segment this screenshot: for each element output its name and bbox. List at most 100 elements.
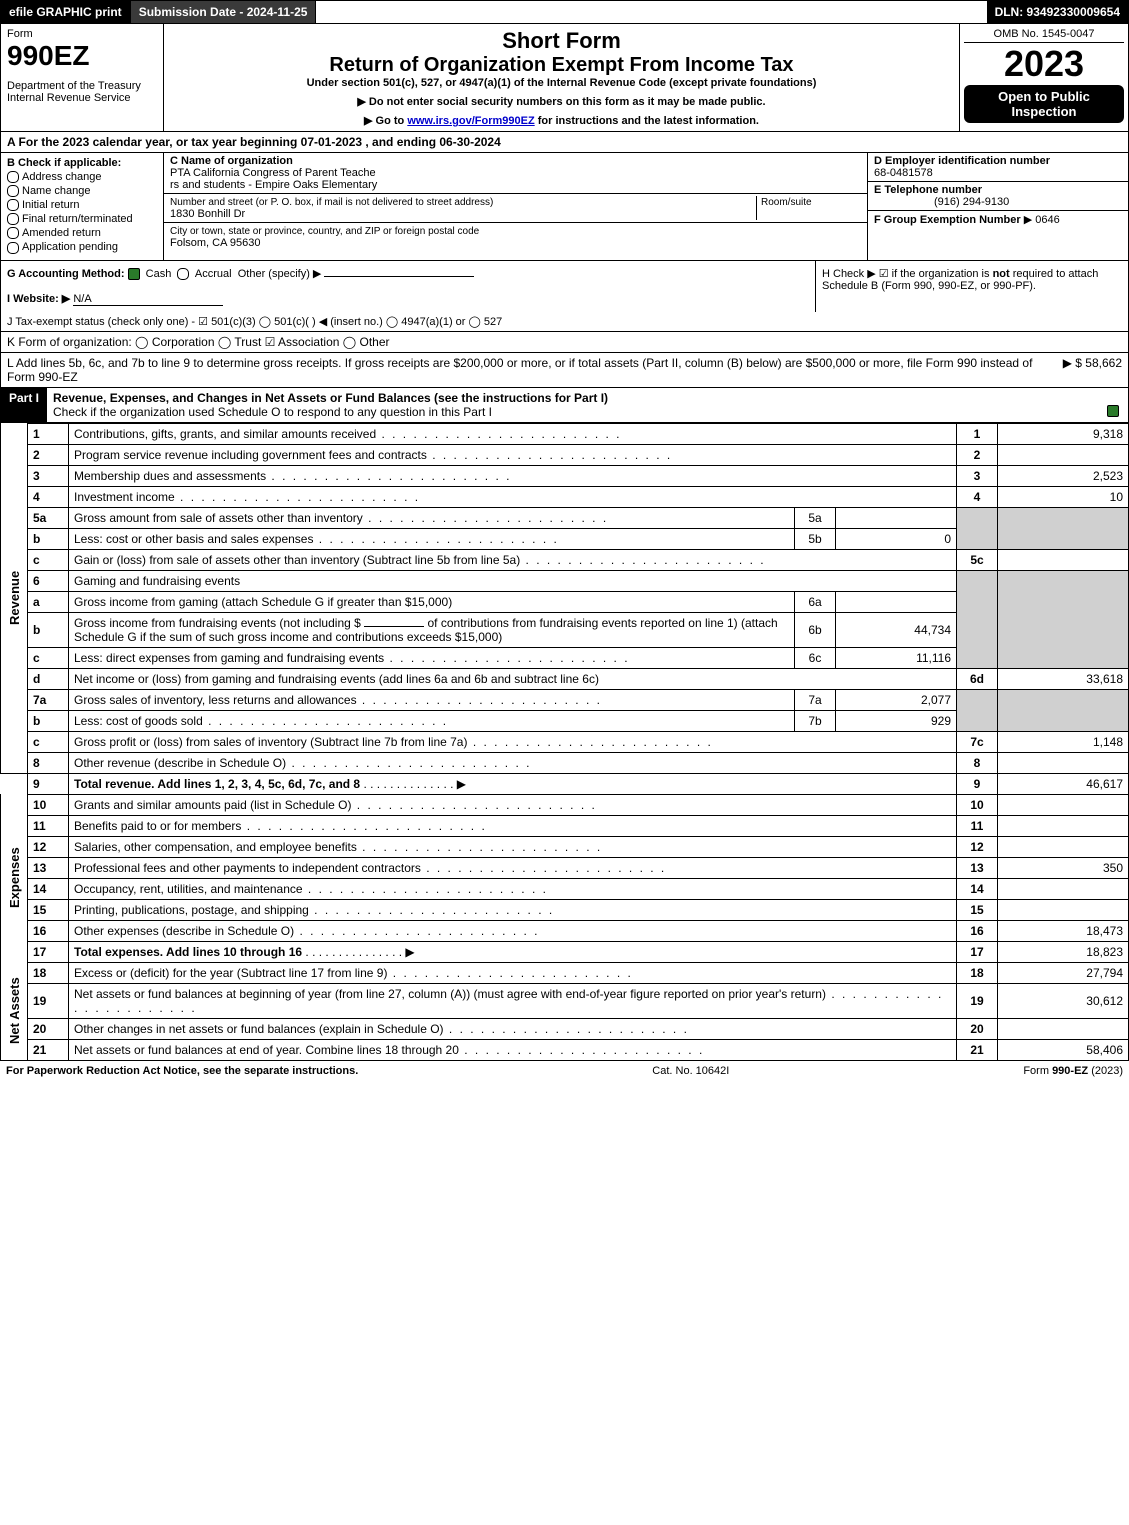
line-6d-amount: 33,618: [998, 668, 1129, 689]
line-17-amount: 18,823: [998, 941, 1129, 962]
main-title: Return of Organization Exempt From Incom…: [168, 54, 955, 77]
line-15-amount: [998, 899, 1129, 920]
row-g: G Accounting Method: Cash Accrual Other …: [1, 261, 815, 312]
form-header: Form 990EZ Department of the Treasury In…: [0, 24, 1129, 132]
line-10-amount: [998, 794, 1129, 815]
irs-link[interactable]: www.irs.gov/Form990EZ: [407, 115, 534, 127]
netassets-side-label: Net Assets: [1, 962, 28, 1060]
check-application-pending[interactable]: Application pending: [7, 241, 157, 253]
check-address-change[interactable]: Address change: [7, 171, 157, 183]
ein-value: 68-0481578: [874, 167, 933, 179]
box-c-label: C Name of organization: [170, 155, 293, 167]
open-public-badge: Open to Public Inspection: [964, 85, 1124, 123]
row-h: H Check ▶ ☑ if the organization is not r…: [815, 261, 1128, 312]
line-16-amount: 18,473: [998, 920, 1129, 941]
line-5c-amount: [998, 549, 1129, 570]
instr-ssn: ▶ Do not enter social security numbers o…: [168, 95, 955, 108]
header-left: Form 990EZ Department of the Treasury In…: [1, 24, 164, 131]
line-6a-subval: [836, 591, 957, 612]
check-name-change[interactable]: Name change: [7, 185, 157, 197]
part-i-label: Part I: [1, 388, 47, 422]
line-1-amount: 9,318: [998, 423, 1129, 444]
tax-year: 2023: [964, 43, 1124, 85]
line-11-amount: [998, 815, 1129, 836]
box-d-label: D Employer identification number: [874, 155, 1050, 167]
line-12-amount: [998, 836, 1129, 857]
city-label: City or town, state or province, country…: [170, 226, 479, 237]
org-name-1: PTA California Congress of Parent Teache: [170, 167, 376, 179]
line-13-amount: 350: [998, 857, 1129, 878]
row-l-amount: ▶ $ 58,662: [1063, 356, 1122, 384]
box-de: D Employer identification number 68-0481…: [868, 153, 1128, 260]
header-right: OMB No. 1545-0047 2023 Open to Public In…: [960, 24, 1128, 131]
line-a-section: A For the 2023 calendar year, or tax yea…: [0, 132, 1129, 153]
submission-date: Submission Date - 2024-11-25: [131, 1, 317, 23]
line-8-amount: [998, 752, 1129, 773]
subtitle: Under section 501(c), 527, or 4947(a)(1)…: [168, 77, 955, 89]
row-k: K Form of organization: ◯ Corporation ◯ …: [0, 332, 1129, 353]
line-19-amount: 30,612: [998, 983, 1129, 1018]
row-i-label: I Website: ▶: [7, 293, 70, 305]
line-20-amount: [998, 1018, 1129, 1039]
instr-goto: ▶ Go to www.irs.gov/Form990EZ for instru…: [168, 114, 955, 127]
line-6b-subval: 44,734: [836, 612, 957, 647]
box-e-label: E Telephone number: [874, 184, 982, 196]
part-i-schedule-o-checkbox[interactable]: [1107, 405, 1119, 417]
row-l: L Add lines 5b, 6c, and 7b to line 9 to …: [0, 353, 1129, 388]
check-accrual[interactable]: [177, 268, 189, 280]
topbar: efile GRAPHIC print Submission Date - 20…: [0, 0, 1129, 24]
form-word: Form: [7, 28, 157, 40]
revenue-side-label: Revenue: [1, 423, 28, 773]
check-final-return[interactable]: Final return/terminated: [7, 213, 157, 225]
dept-label: Department of the Treasury Internal Reve…: [7, 80, 157, 104]
check-amended-return[interactable]: Amended return: [7, 227, 157, 239]
room-label: Room/suite: [761, 197, 812, 208]
box-c: C Name of organization PTA California Co…: [164, 153, 868, 260]
street-label: Number and street (or P. O. box, if mail…: [170, 197, 493, 208]
line-5a-subval: [836, 507, 957, 528]
line-18-amount: 27,794: [998, 962, 1129, 983]
footer-left: For Paperwork Reduction Act Notice, see …: [6, 1065, 358, 1077]
website-value: N/A: [73, 293, 223, 306]
line-a: A For the 2023 calendar year, or tax yea…: [1, 132, 1128, 152]
check-cash[interactable]: [128, 268, 140, 280]
part-i-title: Revenue, Expenses, and Changes in Net As…: [53, 391, 608, 405]
org-name-2: rs and students - Empire Oaks Elementary: [170, 179, 377, 191]
row-gh: G Accounting Method: Cash Accrual Other …: [0, 261, 1129, 312]
row-j: J Tax-exempt status (check only one) - ☑…: [0, 312, 1129, 332]
footer-center: Cat. No. 10642I: [652, 1065, 729, 1077]
line-6b-blank[interactable]: [364, 626, 424, 627]
lines-table: Revenue 1 Contributions, gifts, grants, …: [0, 423, 1129, 1061]
line-3-amount: 2,523: [998, 465, 1129, 486]
line-7c-amount: 1,148: [998, 731, 1129, 752]
line-14-amount: [998, 878, 1129, 899]
part-i-header: Part I Revenue, Expenses, and Changes in…: [0, 388, 1129, 423]
check-initial-return[interactable]: Initial return: [7, 199, 157, 211]
street-value: 1830 Bonhill Dr: [170, 208, 245, 220]
line-7a-subval: 2,077: [836, 689, 957, 710]
phone-value: (916) 294-9130: [874, 196, 1009, 208]
form-number: 990EZ: [7, 40, 157, 72]
short-form-title: Short Form: [168, 28, 955, 54]
footer-right: Form 990-EZ (2023): [1023, 1065, 1123, 1077]
other-specify-input[interactable]: [324, 276, 474, 277]
line-9-amount: 46,617: [998, 773, 1129, 794]
line-4-amount: 10: [998, 486, 1129, 507]
part-i-check-text: Check if the organization used Schedule …: [53, 405, 492, 419]
omb-number: OMB No. 1545-0047: [964, 28, 1124, 43]
line-6c-subval: 11,116: [836, 647, 957, 668]
box-b-label: B Check if applicable:: [7, 157, 121, 169]
row-l-text: L Add lines 5b, 6c, and 7b to line 9 to …: [7, 356, 1063, 384]
efile-print-label[interactable]: efile GRAPHIC print: [1, 1, 131, 23]
line-21-amount: 58,406: [998, 1039, 1129, 1060]
group-exemption-value: ▶ 0646: [1024, 214, 1060, 226]
box-f-label: F Group Exemption Number: [874, 214, 1021, 226]
header-center: Short Form Return of Organization Exempt…: [164, 24, 960, 131]
line-5b-subval: 0: [836, 528, 957, 549]
box-b: B Check if applicable: Address change Na…: [1, 153, 164, 260]
page-footer: For Paperwork Reduction Act Notice, see …: [0, 1061, 1129, 1081]
line-2-amount: [998, 444, 1129, 465]
line-7b-subval: 929: [836, 710, 957, 731]
city-value: Folsom, CA 95630: [170, 237, 261, 249]
bc-row: B Check if applicable: Address change Na…: [0, 153, 1129, 261]
